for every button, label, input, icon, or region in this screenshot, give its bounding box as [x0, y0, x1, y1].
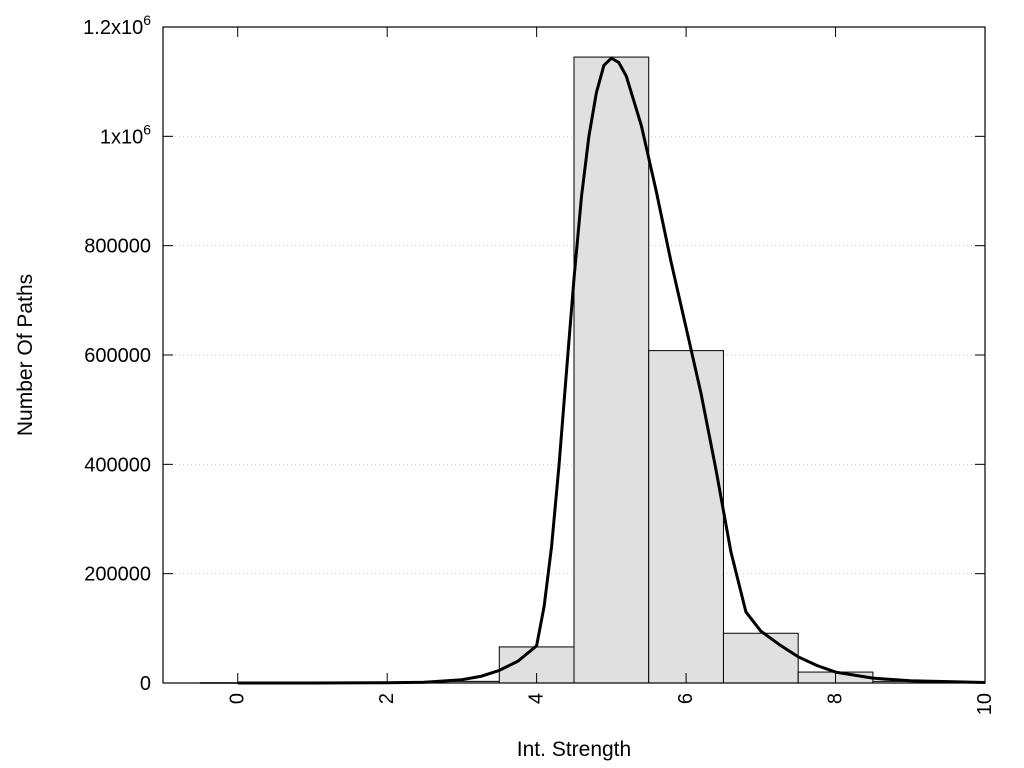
y-tick-label-exponent: 6: [143, 12, 151, 28]
y-tick-label-base: 1.2x10: [83, 17, 143, 39]
x-tick-label: 8: [825, 693, 847, 704]
x-tick-label: 4: [526, 693, 548, 704]
x-tick-label: 10: [974, 693, 996, 715]
histogram-bars: [199, 56, 949, 684]
x-axis-title: Int. Strength: [517, 738, 631, 761]
x-tick-labels: 0 2 4 6 8 10: [227, 693, 996, 715]
y-tick-label: 800000: [84, 236, 151, 258]
y-tick-label-base: 1x10: [100, 126, 143, 148]
x-tick-label: 0: [227, 693, 249, 704]
y-tick-label-exponent: 6: [143, 121, 151, 137]
y-tick-label: 1x106: [100, 121, 151, 148]
y-tick-label: 400000: [84, 454, 151, 476]
x-tick-label: 2: [376, 693, 398, 704]
y-tick-label: 200000: [84, 564, 151, 586]
histogram-bar: [573, 56, 650, 684]
histogram-bar: [722, 632, 799, 684]
y-axis-title: Number Of Paths: [14, 274, 37, 436]
axis-ticks: [163, 26, 986, 684]
x-tick-label: 6: [675, 693, 697, 704]
y-tick-label: 0: [140, 673, 151, 695]
fit-curve: [237, 56, 986, 685]
y-tick-label: 600000: [84, 345, 151, 367]
grid-lines: [163, 135, 985, 575]
y-tick-label: 1.2x106: [83, 12, 151, 39]
histogram-bar: [648, 350, 724, 684]
